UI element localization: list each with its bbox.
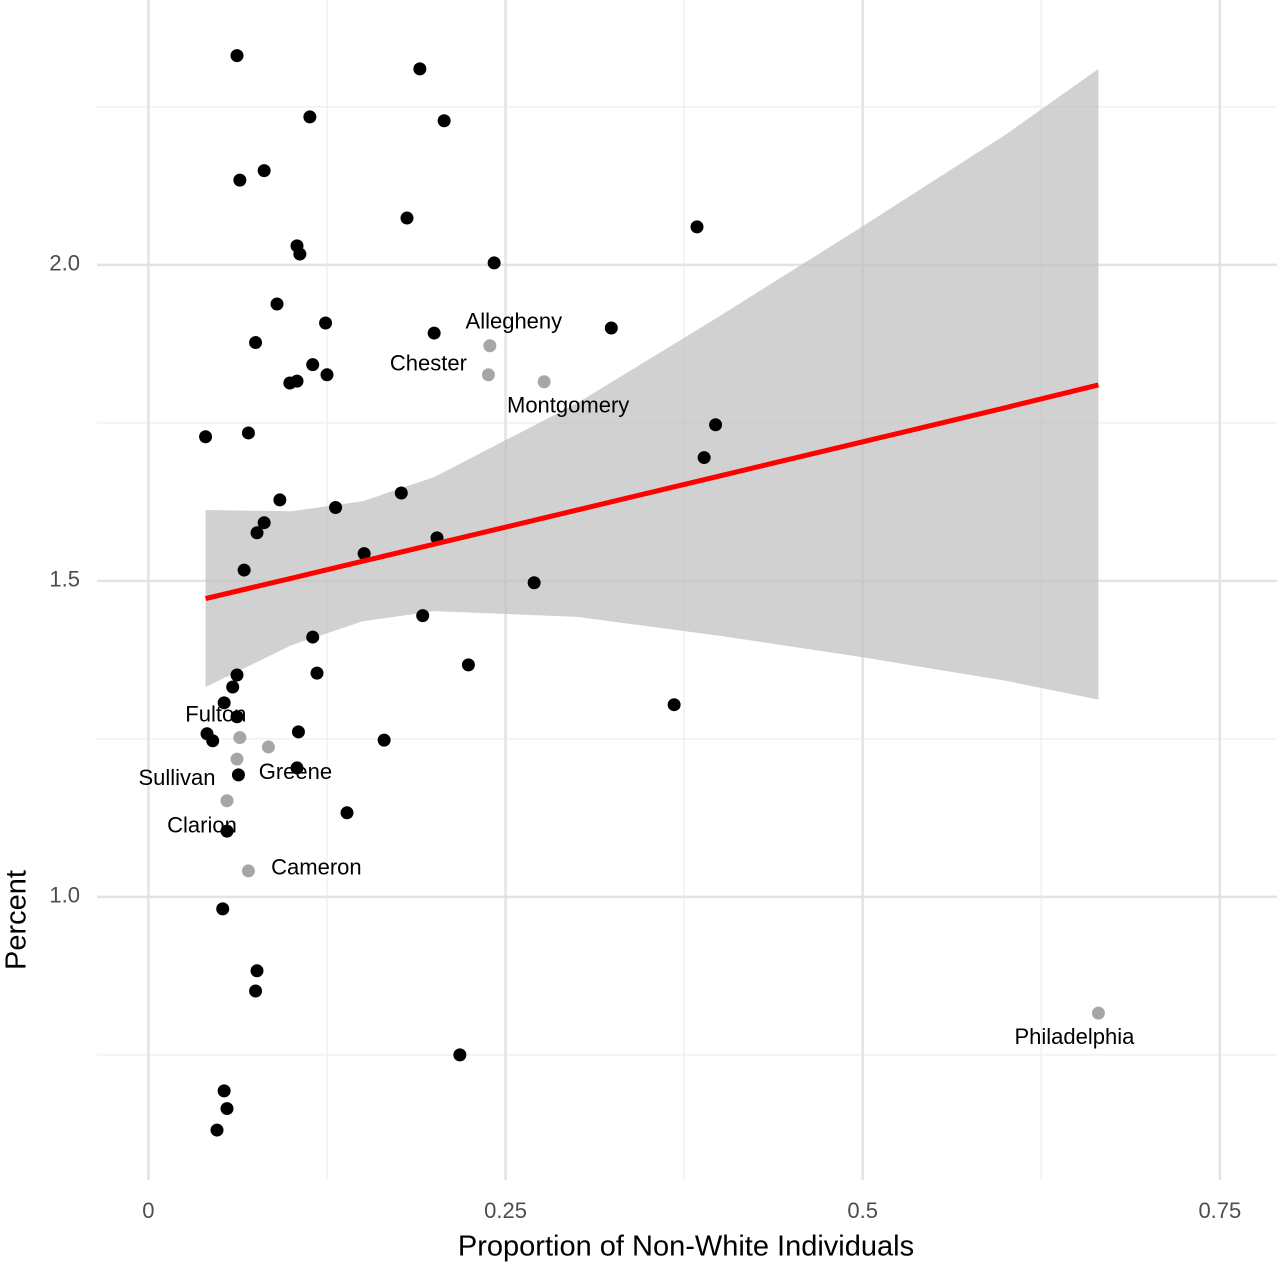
point <box>216 902 230 916</box>
y-axis-title: Percent <box>1 870 33 970</box>
point <box>357 547 371 561</box>
point <box>231 768 245 782</box>
point <box>709 418 723 432</box>
point-label: Fulton <box>185 701 246 726</box>
point <box>329 501 343 515</box>
point <box>306 630 320 644</box>
point <box>249 984 263 998</box>
point <box>306 358 320 372</box>
point-label: Clarion <box>167 813 237 838</box>
point <box>310 666 324 680</box>
point-label: Greene <box>259 759 332 784</box>
point <box>226 680 240 694</box>
point <box>210 1123 224 1137</box>
labeled-point <box>230 752 244 766</box>
y-tick-label: 2.0 <box>49 251 80 276</box>
labeled-point <box>220 794 234 808</box>
point <box>413 62 427 76</box>
point <box>237 563 251 577</box>
point <box>427 326 441 340</box>
x-tick-label: 0.75 <box>1198 1198 1241 1223</box>
point <box>233 173 247 187</box>
point <box>257 516 271 530</box>
point <box>394 486 408 500</box>
point <box>303 110 317 124</box>
point <box>250 526 264 540</box>
point <box>604 321 618 335</box>
point <box>283 376 297 390</box>
labeled-point <box>537 375 551 389</box>
point <box>416 609 430 623</box>
labeled-point <box>481 368 495 382</box>
point <box>206 734 220 748</box>
point <box>230 710 244 724</box>
labeled-point <box>261 740 275 754</box>
labeled-point <box>241 864 255 878</box>
point <box>400 211 414 225</box>
y-tick-label: 1.0 <box>49 883 80 908</box>
point <box>220 1102 234 1116</box>
labeled-point <box>1091 1006 1105 1020</box>
point <box>697 451 711 465</box>
point-label: Philadelphia <box>1014 1024 1135 1049</box>
point <box>290 761 304 775</box>
x-tick-label: 0 <box>142 1198 154 1223</box>
point <box>230 668 244 682</box>
x-tick-label: 0.25 <box>484 1198 527 1223</box>
labeled-point <box>233 731 247 745</box>
confidence-band <box>205 68 1099 700</box>
point <box>249 336 263 350</box>
labeled-point <box>483 339 497 353</box>
point <box>217 1084 231 1098</box>
point <box>319 316 333 330</box>
point-label: Montgomery <box>507 393 629 418</box>
point <box>453 1048 467 1062</box>
point <box>320 368 334 382</box>
fit-line <box>204 382 1100 601</box>
x-tick-label: 0.5 <box>847 1198 878 1223</box>
point <box>690 220 704 234</box>
point <box>340 806 354 820</box>
point <box>241 426 255 440</box>
point <box>487 256 501 270</box>
point <box>461 658 475 672</box>
point <box>527 576 541 590</box>
point-label: Chester <box>390 351 467 376</box>
point-label: Sullivan <box>138 765 215 790</box>
x-axis-title: Proportion of Non-White Individuals <box>458 1231 914 1263</box>
point <box>217 696 231 710</box>
point <box>293 247 307 261</box>
point <box>199 430 213 444</box>
point <box>257 164 271 178</box>
point <box>667 698 681 712</box>
point-label: Allegheny <box>466 309 563 334</box>
point <box>273 493 287 507</box>
point <box>270 297 284 311</box>
point-label: Cameron <box>271 855 361 880</box>
point <box>250 964 264 978</box>
point <box>230 49 244 63</box>
point <box>437 114 451 128</box>
point <box>377 733 391 747</box>
point <box>220 824 234 838</box>
y-tick-label: 1.5 <box>49 567 80 592</box>
point <box>291 725 305 739</box>
